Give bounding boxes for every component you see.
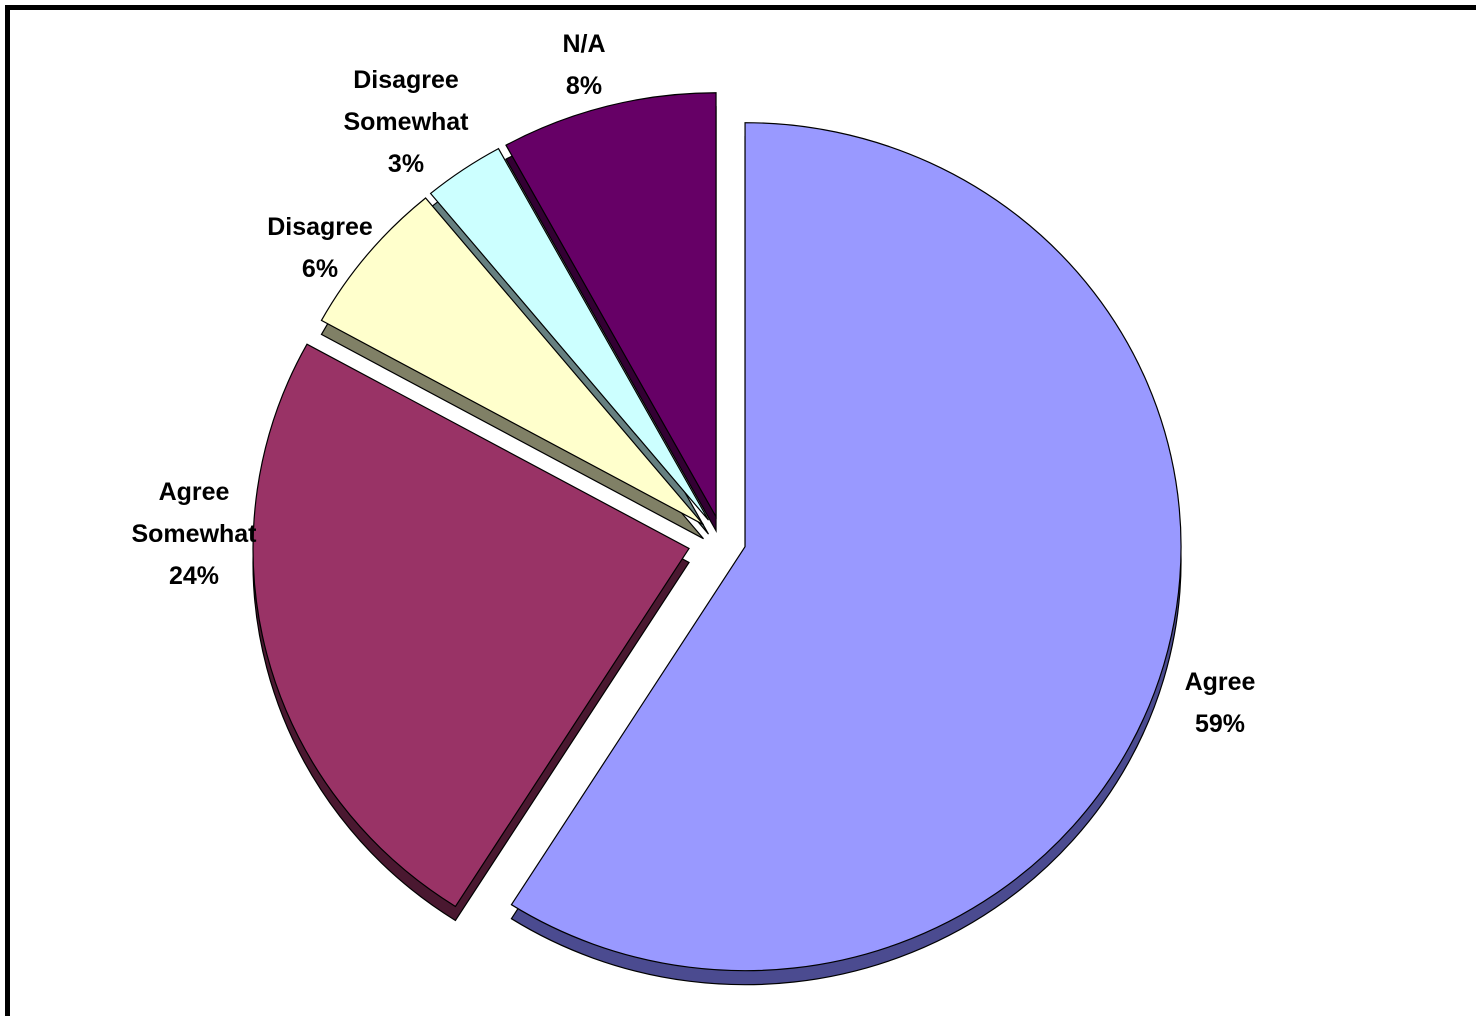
percent-text: 24% (169, 562, 219, 590)
percent-text: 59% (1195, 710, 1245, 738)
category-text: Somewhat (343, 108, 469, 136)
category-text: Somewhat (131, 520, 257, 548)
category-text: Disagree (267, 213, 373, 241)
data-label-disagree: Disagree 6% (267, 213, 373, 283)
percent-text: 8% (566, 72, 602, 100)
category-text: Disagree (353, 66, 459, 94)
slice-agree-somewhat (252, 343, 690, 908)
data-label-disagree-somewhat: Disagree Somewhat 3% (343, 66, 469, 178)
slice-disagree (320, 197, 704, 526)
slice-agree (510, 122, 1182, 972)
chart-frame (5, 5, 1476, 1016)
pie-slice-layer (252, 92, 1182, 972)
category-text: N/A (562, 30, 605, 58)
slice-n-a (505, 92, 717, 520)
percent-text: 3% (388, 150, 424, 178)
data-label-agree: Agree 59% (1185, 668, 1256, 738)
percent-text: 6% (302, 255, 338, 283)
category-text: Agree (159, 478, 230, 506)
pie-label-layer: Agree 59%Agree Somewhat 24%Disagree 6%Disagr… (131, 30, 1255, 738)
slice-disagree-somewhat (429, 147, 710, 521)
data-label-agree-somewhat: Agree Somewhat 24% (131, 478, 257, 590)
category-text: Agree (1185, 668, 1256, 696)
data-label-n-a: N/A 8% (562, 30, 605, 100)
